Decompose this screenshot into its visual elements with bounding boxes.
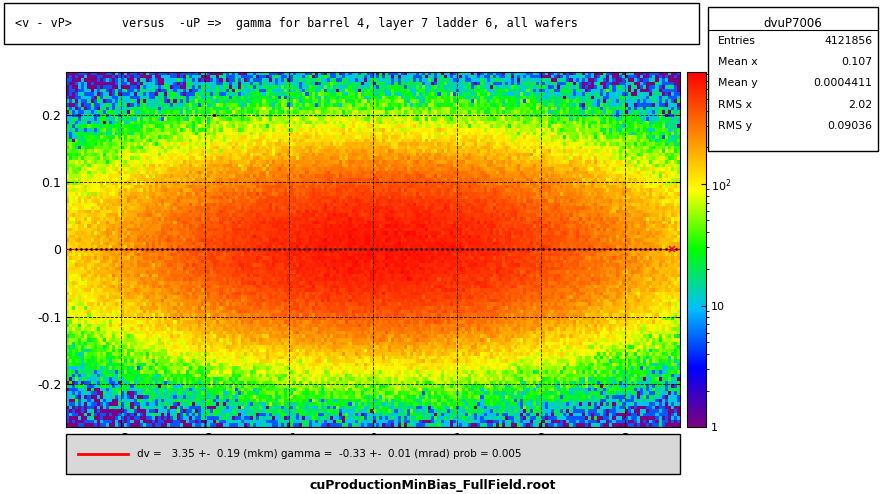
Text: 0.09036: 0.09036 — [827, 121, 872, 131]
Text: RMS x: RMS x — [719, 100, 752, 110]
Text: 2.02: 2.02 — [849, 100, 872, 110]
Text: RMS y: RMS y — [719, 121, 752, 131]
Text: Entries: Entries — [719, 36, 756, 46]
Text: 0.107: 0.107 — [841, 57, 872, 67]
Text: 4121856: 4121856 — [825, 36, 872, 46]
Text: Mean y: Mean y — [719, 79, 758, 88]
Text: dvuP7006: dvuP7006 — [764, 17, 822, 30]
Text: 0.0004411: 0.0004411 — [814, 79, 872, 88]
Text: cuProductionMinBias_FullField.root: cuProductionMinBias_FullField.root — [309, 479, 556, 492]
Text: Mean x: Mean x — [719, 57, 758, 67]
Text: <v - vP>       versus  -uP =>  gamma for barrel 4, layer 7 ladder 6, all wafers: <v - vP> versus -uP => gamma for barrel … — [15, 17, 577, 30]
Text: dv =   3.35 +-  0.19 (mkm) gamma =  -0.33 +-  0.01 (mrad) prob = 0.005: dv = 3.35 +- 0.19 (mkm) gamma = -0.33 +-… — [137, 449, 521, 459]
